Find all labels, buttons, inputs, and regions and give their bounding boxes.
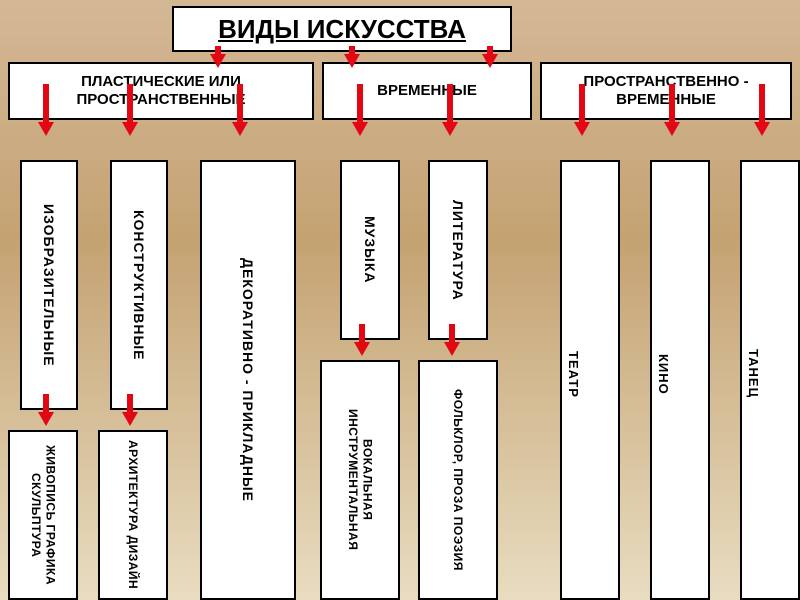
arrow-icon bbox=[442, 122, 458, 136]
arrow-icon bbox=[122, 412, 138, 426]
arrow-stem bbox=[43, 84, 49, 122]
arrow-stem bbox=[447, 84, 453, 122]
node-label: КИНО bbox=[656, 354, 671, 395]
arrow-stem bbox=[759, 84, 765, 122]
arrow-stem bbox=[43, 394, 49, 412]
arrow-stem bbox=[349, 46, 355, 54]
node-label: МУЗЫКА bbox=[362, 216, 378, 284]
arrow-stem bbox=[357, 84, 363, 122]
arrow-stem bbox=[127, 84, 133, 122]
arrow-icon bbox=[354, 342, 370, 356]
arrow-icon bbox=[344, 54, 360, 68]
arrow-icon bbox=[232, 122, 248, 136]
arrow-icon bbox=[664, 122, 680, 136]
category-label: ВРЕМЕННЫЕ bbox=[377, 82, 477, 100]
arrow-stem bbox=[215, 46, 221, 54]
arrow-stem bbox=[579, 84, 585, 122]
arrow-icon bbox=[482, 54, 498, 68]
category-plastic: ПЛАСТИЧЕСКИЕ ИЛИ ПРОСТРАНСТВЕННЫЕ bbox=[8, 62, 314, 120]
category-label: ПЛАСТИЧЕСКИЕ ИЛИ ПРОСТРАНСТВЕННЫЕ bbox=[10, 73, 312, 109]
node-dekorativno-prikladnye: ДЕКОРАТИВНО - ПРИКЛАДНЫЕ bbox=[200, 160, 296, 600]
arrow-stem bbox=[449, 324, 455, 342]
category-spatiotemporal: ПРОСТРАНСТВЕННО - ВРЕМЕННЫЕ bbox=[540, 62, 792, 120]
node-folklor-proza-poeziya: ФОЛЬКЛОР, ПРОЗА ПОЭЗИЯ bbox=[418, 360, 498, 600]
arrow-icon bbox=[444, 342, 460, 356]
node-label: ТЕАТР bbox=[566, 351, 581, 398]
arrow-icon bbox=[122, 122, 138, 136]
arrow-icon bbox=[38, 412, 54, 426]
arrow-stem bbox=[487, 46, 493, 54]
node-label: ТАНЕЦ bbox=[746, 349, 761, 398]
node-konstruktivnye: КОНСТРУКТИВНЫЕ bbox=[110, 160, 168, 410]
node-label: ВОКАЛЬНАЯ ИНСТРУМЕНТАЛЬНАЯ bbox=[346, 370, 375, 590]
diagram-title: ВИДЫ ИСКУССТВА bbox=[172, 6, 512, 52]
node-kino: КИНО bbox=[650, 160, 710, 600]
node-label: КОНСТРУКТИВНЫЕ bbox=[131, 210, 147, 361]
category-temporal: ВРЕМЕННЫЕ bbox=[322, 62, 532, 120]
arrow-icon bbox=[210, 54, 226, 68]
arrow-stem bbox=[237, 84, 243, 122]
arrow-stem bbox=[127, 394, 133, 412]
node-label: АРХИТЕКТУРА ДИЗАЙН bbox=[126, 440, 140, 589]
node-label: ЛИТЕРАТУРА bbox=[450, 200, 466, 301]
arrow-icon bbox=[38, 122, 54, 136]
arrow-icon bbox=[352, 122, 368, 136]
node-literatura: ЛИТЕРАТУРА bbox=[428, 160, 488, 340]
arrow-stem bbox=[669, 84, 675, 122]
node-zhivopis-grafika-skulptura: ЖИВОПИСЬ ГРАФИКА СКУЛЬПТУРА bbox=[8, 430, 78, 600]
node-label: ДЕКОРАТИВНО - ПРИКЛАДНЫЕ bbox=[240, 258, 256, 502]
arrow-icon bbox=[574, 122, 590, 136]
node-izobrazitelnye: ИЗОБРАЗИТЕЛЬНЫЕ bbox=[20, 160, 78, 410]
title-text: ВИДЫ ИСКУССТВА bbox=[218, 14, 466, 45]
node-teatr: ТЕАТР bbox=[560, 160, 620, 600]
node-vokalnaya-instrumentalnaya: ВОКАЛЬНАЯ ИНСТРУМЕНТАЛЬНАЯ bbox=[320, 360, 400, 600]
node-arhitektura-dizajn: АРХИТЕКТУРА ДИЗАЙН bbox=[98, 430, 168, 600]
arrow-icon bbox=[754, 122, 770, 136]
arrow-stem bbox=[359, 324, 365, 342]
node-label: ИЗОБРАЗИТЕЛЬНЫЕ bbox=[41, 204, 57, 367]
node-label: ФОЛЬКЛОР, ПРОЗА ПОЭЗИЯ bbox=[451, 389, 465, 571]
node-label: ЖИВОПИСЬ ГРАФИКА СКУЛЬПТУРА bbox=[29, 440, 58, 590]
node-muzyka: МУЗЫКА bbox=[340, 160, 400, 340]
node-tanec: ТАНЕЦ bbox=[740, 160, 800, 600]
